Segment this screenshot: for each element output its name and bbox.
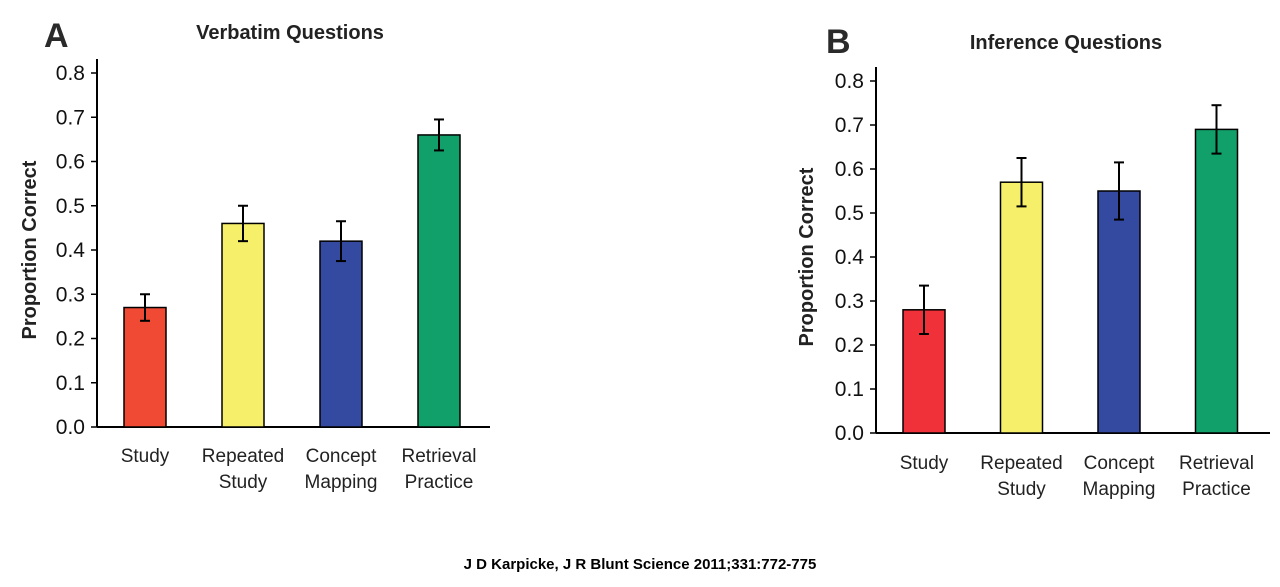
panel-b-letter: B	[826, 23, 851, 61]
panel-a-bar	[123, 306, 167, 428]
panel-a-bar	[417, 134, 461, 428]
panel-a-x-tick-label: Retrieval	[402, 446, 477, 467]
panel-a-x-tick-label: Concept	[306, 446, 377, 467]
panel-a-x-tick-label: Study	[219, 472, 268, 493]
panel-b-y-tick-label: 0.2	[835, 334, 864, 357]
panel-b-y-tick-label: 0.8	[835, 70, 864, 93]
panel-b-y-tick-label: 0.1	[835, 378, 864, 401]
panel-a-chart: A Verbatim Questions Proportion Correct 0.0…	[19, 17, 490, 493]
panel-a-y-tick-label: 0.7	[56, 106, 85, 129]
panel-a-y-tick-label: 0.5	[56, 195, 85, 218]
panel-a-y-tick-label: 0.2	[56, 328, 85, 351]
panel-b-x-tick-label: Practice	[1182, 479, 1251, 500]
panel-b-y-tick-label: 0.3	[835, 290, 864, 313]
panel-b-x-tick-label: Retrieval	[1179, 453, 1254, 474]
panel-b-bar	[1194, 128, 1239, 434]
panel-a-y-tick-label: 0.0	[56, 416, 85, 439]
panel-a-y-tick-label: 0.6	[56, 151, 85, 174]
panel-a-y-axis-label: Proportion Correct	[19, 160, 41, 339]
panel-a-title: Verbatim Questions	[196, 22, 384, 44]
panel-b-y-tick-label: 0.4	[835, 246, 865, 269]
panel-b-y-tick-label: 0.7	[835, 114, 864, 137]
panel-b-bar	[999, 181, 1044, 434]
citation: J D Karpicke, J R Blunt Science 2011;331…	[463, 556, 817, 573]
panel-b-y-axis-label: Proportion Correct	[796, 167, 818, 346]
panel-a-y-tick-label: 0.3	[56, 283, 85, 306]
panel-a-letter: A	[44, 17, 69, 55]
panel-a-x-tick-label: Mapping	[305, 472, 378, 493]
panel-b-title: Inference Questions	[970, 32, 1162, 54]
panel-a-bar	[319, 240, 363, 428]
panel-b-y-tick-label: 0.0	[835, 422, 864, 445]
panel-b-y-tick-label: 0.5	[835, 202, 864, 225]
panel-a-x-tick-label: Repeated	[202, 446, 284, 467]
panel-a-y-tick-label: 0.4	[56, 239, 86, 262]
panel-b-x-tick-label: Mapping	[1083, 479, 1156, 500]
panel-b-x-tick-label: Study	[900, 453, 949, 474]
panel-b-x-tick-label: Study	[997, 479, 1046, 500]
panel-b-x-tick-label: Repeated	[980, 453, 1062, 474]
panel-a-y-tick-label: 0.8	[56, 62, 85, 85]
panel-a-x-tick-label: Practice	[405, 472, 474, 493]
panel-b-bar	[1097, 190, 1141, 434]
panel-a-y-tick-label: 0.1	[56, 372, 85, 395]
panel-b-chart: B Inference Questions Proportion Correct 0.…	[796, 23, 1270, 500]
panel-a-bar	[221, 222, 265, 428]
panel-b-x-tick-label: Concept	[1084, 453, 1155, 474]
panel-a-x-tick-label: Study	[121, 446, 170, 467]
panel-b-y-tick-label: 0.6	[835, 158, 864, 181]
